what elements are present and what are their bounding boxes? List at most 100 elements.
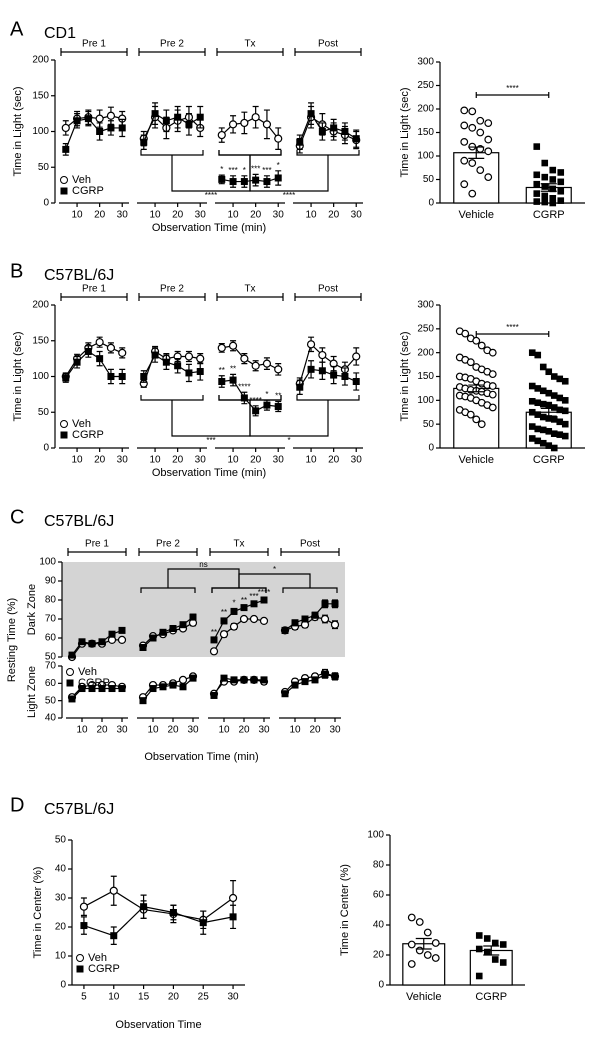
marker: [539, 400, 547, 408]
marker: [541, 173, 549, 181]
x-tick-label: 30: [116, 725, 128, 736]
marker: [475, 972, 483, 980]
marker: [84, 347, 92, 355]
marker: [263, 178, 271, 186]
legend-label: Veh: [72, 174, 91, 186]
marker: [550, 416, 558, 423]
marker: [252, 407, 260, 415]
y-tick-label: 60: [45, 633, 57, 644]
marker: [460, 137, 469, 146]
marker: [307, 365, 315, 373]
marker: [539, 426, 547, 434]
error-bar: [415, 937, 432, 950]
marker: [169, 681, 177, 689]
significance-label: **: [219, 366, 225, 375]
x-tick-label: 10: [108, 992, 120, 1003]
comparison-label: ns: [199, 560, 207, 569]
marker: [109, 886, 118, 895]
marker: [415, 918, 424, 926]
marker: [96, 355, 104, 363]
significance-label: **: [211, 628, 217, 637]
y-tick-label: 40: [45, 713, 57, 724]
marker: [557, 178, 565, 186]
x-tick-label: 10: [72, 455, 84, 466]
marker: [549, 199, 557, 207]
x-tick-label: Vehicle: [406, 991, 441, 1003]
significance-label: *: [220, 165, 223, 174]
significance-label: *: [232, 599, 235, 608]
comparison-bracket: [475, 92, 550, 98]
chart-title: C57BL/6J: [44, 267, 114, 284]
x-tick-label: 10: [150, 455, 162, 466]
marker: [311, 611, 319, 619]
marker: [185, 120, 193, 128]
y-tick-label: 80: [45, 595, 57, 606]
x-tick-label: 10: [72, 210, 84, 221]
significance-label: ***: [249, 592, 258, 601]
marker: [196, 113, 204, 121]
marker: [534, 351, 542, 359]
segment-bracket: [294, 48, 362, 56]
bar: [469, 949, 513, 986]
marker: [140, 903, 148, 911]
x-tick-label: 20: [167, 725, 179, 736]
marker: [528, 435, 536, 442]
marker: [239, 614, 249, 624]
marker: [483, 948, 491, 956]
marker: [230, 607, 238, 615]
x-tick-label: 10: [147, 725, 159, 736]
x-tick-label: CGRP: [533, 209, 565, 221]
segment-label: Post: [318, 284, 338, 295]
x-tick-label: CGRP: [533, 454, 565, 466]
marker: [476, 116, 485, 125]
marker: [260, 676, 268, 684]
marker: [415, 946, 424, 955]
significance-label: **: [275, 392, 281, 401]
marker: [557, 187, 565, 195]
marker: [240, 394, 248, 402]
significance-label: ****: [238, 382, 250, 391]
marker: [151, 110, 159, 118]
y-tick-label: 60: [45, 678, 57, 689]
marker: [220, 674, 228, 682]
marker: [88, 640, 96, 648]
marker: [296, 138, 304, 146]
marker: [88, 685, 96, 693]
marker: [179, 621, 187, 629]
x-tick-label: 10: [289, 725, 301, 736]
marker: [352, 378, 360, 386]
significance-label: *: [265, 390, 268, 399]
series-line: [221, 116, 279, 140]
y-tick-label: 0: [378, 980, 384, 991]
marker: [488, 370, 497, 379]
marker: [533, 198, 541, 205]
marker: [320, 614, 330, 624]
significance-label: **: [241, 596, 247, 605]
y-tick-label: 100: [32, 126, 49, 137]
marker: [550, 444, 558, 452]
y-tick-label: 80: [373, 860, 385, 871]
marker: [179, 683, 187, 691]
marker: [557, 197, 565, 204]
marker: [118, 373, 126, 380]
marker: [472, 336, 481, 345]
y-tick-label: 200: [417, 104, 434, 115]
legend-marker: [60, 431, 68, 439]
comparison-bracket: [475, 331, 550, 337]
marker: [488, 382, 497, 390]
marker: [240, 676, 248, 684]
x-tick-label: 10: [150, 210, 162, 221]
marker: [561, 432, 569, 440]
segment-bracket: [216, 293, 284, 301]
marker: [330, 620, 340, 629]
marker: [209, 647, 219, 656]
legend-label: Veh: [88, 952, 107, 964]
marker: [561, 397, 569, 404]
segment-label: Post: [318, 39, 338, 50]
marker: [196, 367, 204, 375]
marker: [321, 600, 329, 608]
segment-label: Tx: [233, 539, 244, 550]
marker: [199, 919, 207, 927]
marker: [460, 180, 469, 189]
marker: [117, 635, 127, 645]
